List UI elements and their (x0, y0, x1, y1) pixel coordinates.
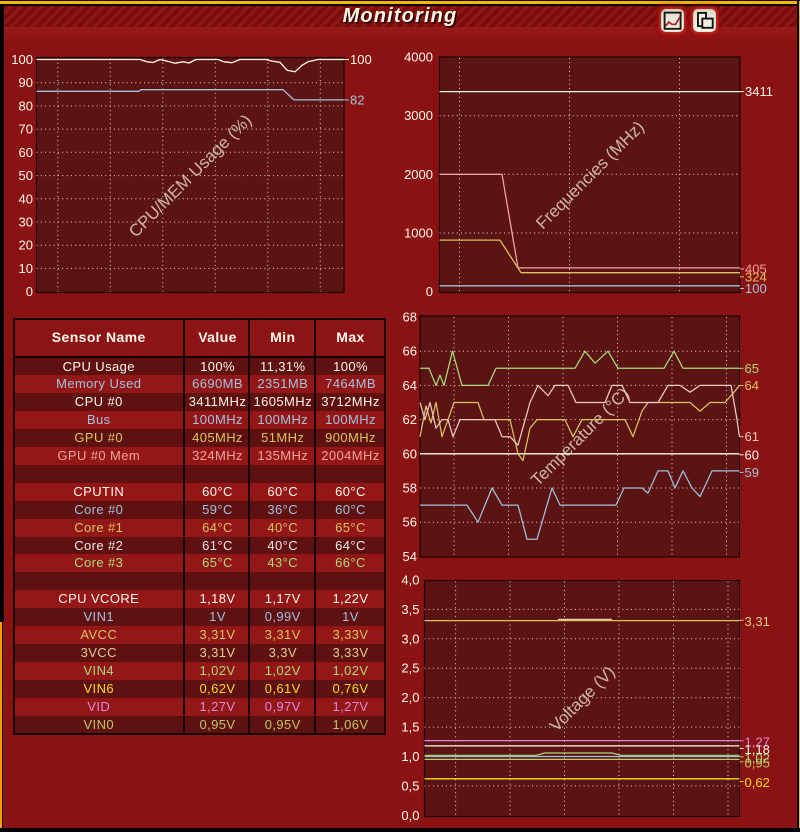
svg-text:1,02: 1,02 (745, 750, 770, 765)
svg-text:100: 100 (350, 52, 372, 67)
svg-text:4000: 4000 (404, 50, 433, 65)
svg-text:54: 54 (403, 549, 417, 564)
svg-text:0,62: 0,62 (745, 775, 770, 790)
svg-text:40: 40 (19, 191, 33, 206)
svg-text:10: 10 (19, 261, 33, 276)
svg-text:2,5: 2,5 (401, 661, 419, 676)
svg-text:82: 82 (350, 92, 364, 107)
svg-text:1,27: 1,27 (745, 734, 770, 749)
svg-text:2,0: 2,0 (401, 690, 419, 705)
svg-text:61: 61 (745, 429, 759, 444)
svg-text:100: 100 (11, 52, 33, 67)
svg-text:64: 64 (745, 378, 759, 393)
svg-text:0,0: 0,0 (401, 808, 419, 823)
svg-text:62: 62 (403, 412, 417, 427)
svg-text:68: 68 (403, 310, 417, 325)
svg-text:66: 66 (403, 344, 417, 359)
svg-text:0: 0 (426, 284, 433, 299)
svg-text:56: 56 (403, 515, 417, 530)
svg-text:100: 100 (745, 281, 767, 296)
svg-text:1000: 1000 (404, 226, 433, 241)
svg-text:58: 58 (403, 481, 417, 496)
svg-text:324: 324 (745, 269, 767, 284)
svg-text:3,0: 3,0 (401, 631, 419, 646)
svg-text:1,18: 1,18 (745, 742, 770, 757)
svg-text:3000: 3000 (404, 108, 433, 123)
svg-text:3411: 3411 (745, 84, 773, 99)
svg-text:90: 90 (19, 75, 33, 90)
svg-text:64: 64 (403, 378, 417, 393)
svg-text:59: 59 (745, 465, 759, 480)
svg-text:2000: 2000 (404, 167, 433, 182)
svg-text:80: 80 (19, 98, 33, 113)
svg-text:60: 60 (745, 447, 759, 462)
svg-text:60: 60 (403, 446, 417, 461)
svg-text:30: 30 (19, 215, 33, 230)
svg-text:70: 70 (19, 122, 33, 137)
svg-text:0: 0 (26, 284, 33, 299)
svg-text:3,31: 3,31 (745, 614, 770, 629)
svg-text:3,5: 3,5 (401, 602, 419, 617)
svg-text:60: 60 (19, 145, 33, 160)
svg-text:65: 65 (745, 361, 759, 376)
svg-text:0,95: 0,95 (745, 755, 770, 770)
svg-text:0,5: 0,5 (401, 778, 419, 793)
svg-text:1,5: 1,5 (401, 720, 419, 735)
svg-text:405: 405 (745, 262, 767, 277)
svg-text:4,0: 4,0 (401, 573, 419, 588)
svg-text:20: 20 (19, 238, 33, 253)
svg-text:1,0: 1,0 (401, 749, 419, 764)
svg-text:50: 50 (19, 168, 33, 183)
